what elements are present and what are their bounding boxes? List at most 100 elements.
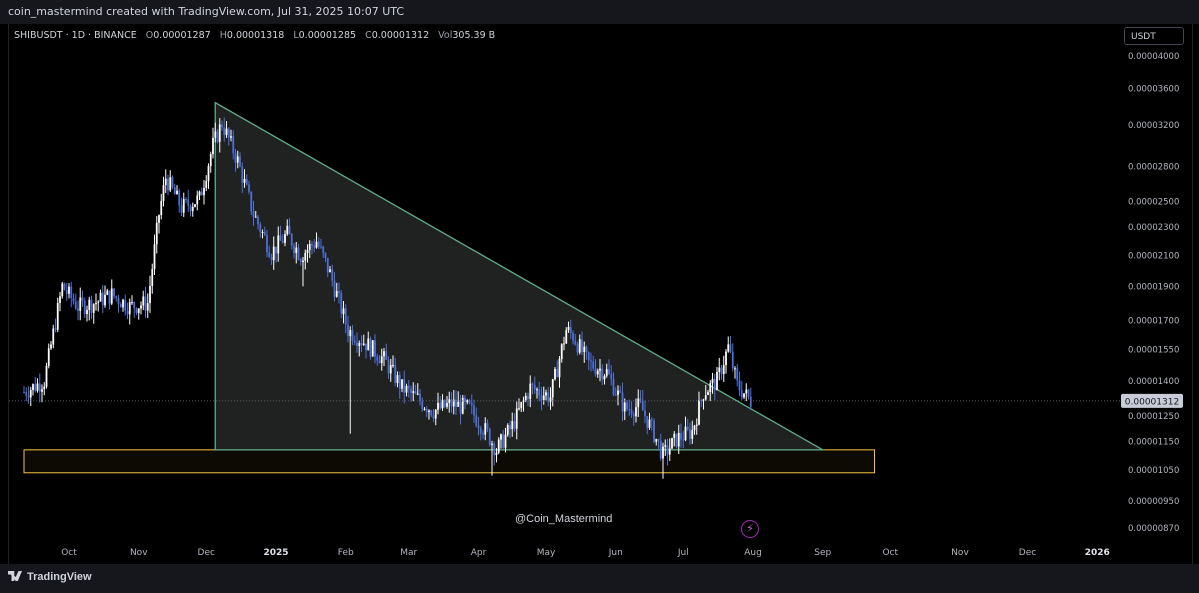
candle-body bbox=[248, 184, 250, 192]
candle-body bbox=[405, 386, 408, 393]
candle-body bbox=[284, 234, 286, 243]
candle-body bbox=[531, 383, 534, 385]
candle-body bbox=[295, 247, 298, 254]
close-value: 0.00001312 bbox=[371, 30, 430, 41]
x-tick-label: 2026 bbox=[1085, 548, 1110, 558]
candle-body bbox=[326, 257, 329, 273]
candle-body bbox=[401, 379, 403, 389]
candle-body bbox=[567, 326, 570, 331]
candle-body bbox=[461, 397, 464, 414]
candle-body bbox=[644, 410, 646, 417]
candle-body bbox=[378, 360, 381, 364]
candle-body bbox=[680, 432, 682, 440]
candle-body bbox=[160, 200, 163, 216]
candle-body bbox=[515, 408, 518, 429]
candle-body bbox=[81, 297, 84, 301]
candle-body bbox=[302, 260, 304, 263]
open-value: 0.00001287 bbox=[153, 30, 211, 41]
candle-body bbox=[394, 364, 397, 384]
candle-body bbox=[749, 396, 752, 407]
candle-body bbox=[659, 440, 662, 459]
candle-body bbox=[603, 375, 606, 380]
candle-body bbox=[122, 299, 124, 308]
x-tick-label: Sep bbox=[814, 548, 831, 558]
candle-body bbox=[182, 199, 185, 213]
candle-body bbox=[488, 428, 491, 445]
x-tick-label: May bbox=[537, 548, 556, 558]
candle-body bbox=[506, 425, 509, 435]
lightning-bolt-icon[interactable]: ⚡ bbox=[741, 520, 759, 538]
candle-body bbox=[581, 339, 583, 353]
tradingview-logo[interactable]: TradingView bbox=[8, 571, 92, 583]
candle-body bbox=[43, 386, 46, 390]
candle-body bbox=[740, 390, 743, 398]
candle-body bbox=[657, 438, 660, 441]
currency-button[interactable]: USDT bbox=[1124, 27, 1184, 45]
chart-frame[interactable] bbox=[8, 24, 1193, 564]
candle-body bbox=[279, 235, 282, 241]
x-tick-label: Dec bbox=[1019, 548, 1036, 558]
y-tick-label: 0.00003200 bbox=[1128, 121, 1179, 131]
candle-body bbox=[437, 402, 439, 410]
candle-body bbox=[133, 302, 136, 309]
candle-body bbox=[281, 240, 284, 243]
candle-body bbox=[272, 246, 275, 261]
candle-body bbox=[455, 399, 457, 407]
candle-body bbox=[430, 410, 433, 416]
candle-body bbox=[207, 165, 210, 181]
candle-body bbox=[149, 286, 151, 304]
candle-body bbox=[270, 256, 273, 261]
candle-body bbox=[524, 395, 527, 401]
candle-body bbox=[47, 348, 50, 366]
x-tick-label: Apr bbox=[471, 548, 487, 558]
low-value: 0.00001285 bbox=[298, 30, 357, 41]
candle-body bbox=[554, 368, 556, 380]
candle-body bbox=[387, 359, 390, 374]
candle-body bbox=[277, 235, 280, 254]
candle-body bbox=[68, 286, 70, 294]
candle-body bbox=[167, 178, 169, 191]
candle-body bbox=[115, 296, 118, 298]
candle-body bbox=[385, 351, 388, 360]
candle-body bbox=[441, 399, 444, 409]
candle-body bbox=[299, 259, 302, 263]
candle-body bbox=[23, 392, 25, 394]
candle-body bbox=[623, 402, 626, 412]
candle-body bbox=[131, 302, 133, 304]
high-value: 0.00001318 bbox=[226, 30, 285, 41]
candle-body bbox=[520, 402, 523, 409]
tradingview-logo-icon bbox=[8, 571, 22, 581]
candle-body bbox=[473, 405, 475, 416]
candle-body bbox=[736, 368, 739, 381]
candle-body bbox=[536, 389, 538, 391]
candle-body bbox=[538, 389, 541, 396]
candle-body bbox=[234, 153, 237, 163]
candle-body bbox=[146, 303, 149, 311]
candle-body bbox=[241, 166, 244, 183]
candle-body bbox=[707, 392, 709, 395]
candle-body bbox=[313, 245, 316, 248]
candle-body bbox=[556, 368, 559, 378]
candle-body bbox=[232, 136, 235, 154]
candle-body bbox=[410, 388, 412, 393]
candle-body bbox=[135, 308, 138, 314]
candle-body bbox=[212, 137, 214, 155]
x-tick-label: Nov bbox=[951, 548, 969, 558]
candle-body bbox=[718, 367, 721, 373]
x-tick-label: Dec bbox=[198, 548, 215, 558]
candle-body bbox=[675, 433, 678, 447]
candle-body bbox=[342, 308, 345, 314]
candle-body bbox=[729, 344, 732, 352]
candle-body bbox=[151, 269, 154, 287]
candle-body bbox=[704, 394, 707, 400]
candle-body bbox=[511, 421, 514, 430]
candle-body bbox=[86, 309, 88, 314]
candle-body bbox=[612, 378, 615, 395]
candle-body bbox=[236, 156, 239, 163]
y-tick-label: 0.00003600 bbox=[1128, 85, 1179, 95]
candle-body bbox=[383, 351, 385, 357]
candle-body bbox=[466, 400, 469, 403]
candle-body bbox=[263, 231, 266, 236]
candle-body bbox=[351, 329, 354, 342]
